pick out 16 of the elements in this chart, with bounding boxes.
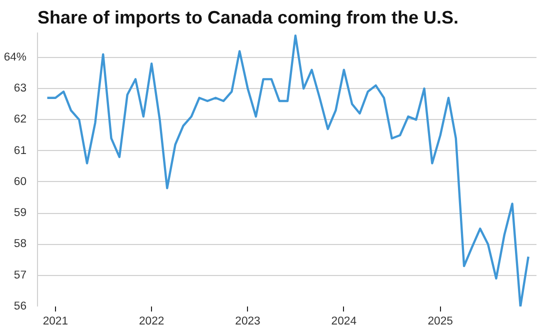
chart-title: Share of imports to Canada coming from the U.S. bbox=[38, 8, 459, 28]
y-tick-label: 57 bbox=[14, 269, 27, 282]
x-tick-label: 2021 bbox=[42, 316, 68, 327]
y-tick-label: 64% bbox=[4, 51, 27, 64]
x-tick-label: 2025 bbox=[428, 316, 453, 327]
y-tick-label: 60 bbox=[14, 176, 27, 188]
y-tick-label: 62 bbox=[14, 114, 27, 126]
y-tick-label: 63 bbox=[14, 82, 27, 95]
y-tick-label: 58 bbox=[14, 238, 27, 250]
y-tick-label: 59 bbox=[14, 207, 27, 220]
y-tick-label: 56 bbox=[14, 300, 27, 312]
x-tick-label: 2023 bbox=[235, 316, 260, 327]
x-tick-label: 2022 bbox=[138, 316, 164, 327]
x-tick-label: 2024 bbox=[331, 316, 357, 327]
line-series bbox=[46, 34, 530, 306]
y-tick-label: 61 bbox=[14, 144, 27, 157]
